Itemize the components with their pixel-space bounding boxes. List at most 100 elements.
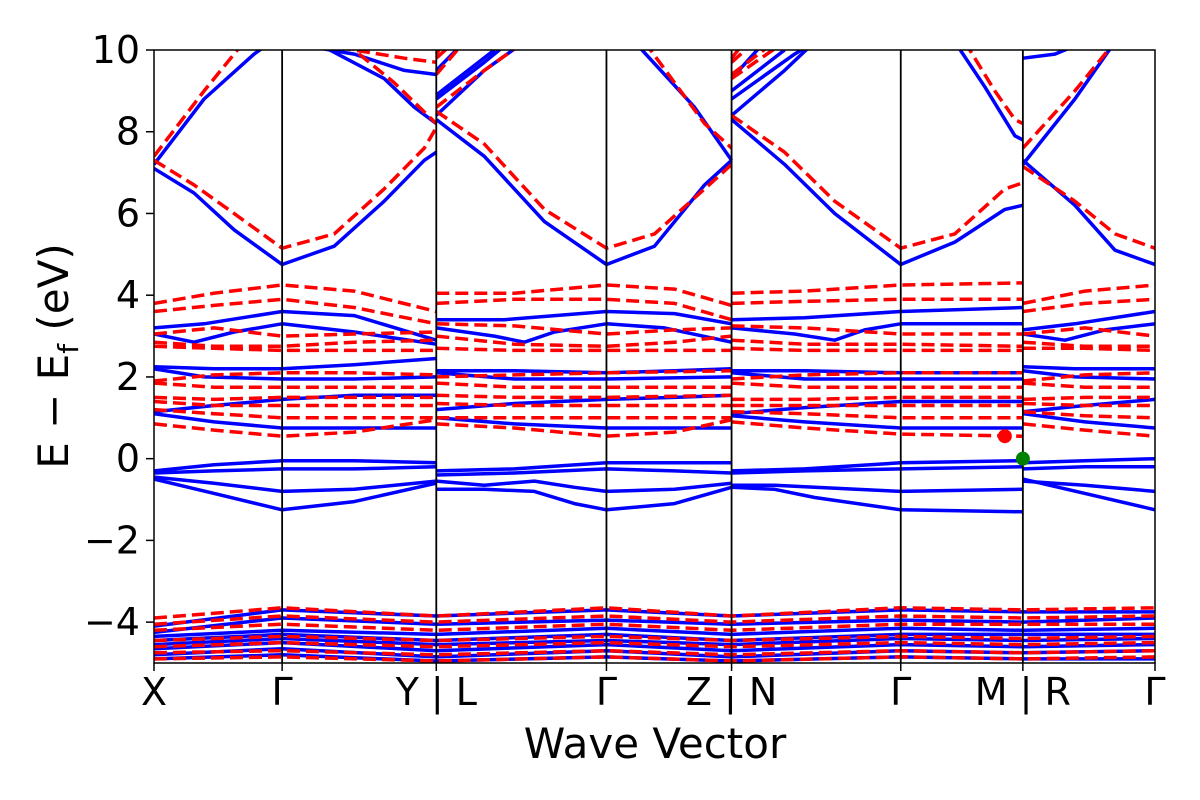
band-line (1022, 371, 1155, 383)
band-line (154, 150, 438, 267)
band-line (730, 50, 741, 60)
band-line (435, 50, 496, 97)
band-line (1022, 422, 1155, 438)
band-line (731, 485, 1023, 514)
band-line (730, 50, 809, 117)
y-tick-label: 4 (116, 273, 140, 317)
x-tick-label: Y | L (395, 670, 477, 715)
x-tick-label: Γ (890, 670, 911, 714)
band-line (154, 283, 437, 314)
band-line (435, 50, 503, 101)
band-line (154, 50, 263, 166)
band-line (1022, 346, 1155, 353)
band-line (154, 381, 437, 389)
band-line (435, 50, 516, 109)
band-line (731, 381, 1023, 389)
band-line (1022, 465, 1155, 471)
bands-layer (154, 50, 1155, 663)
band-line (154, 338, 437, 349)
band-line (154, 126, 438, 250)
band-line (154, 418, 437, 438)
band-line (154, 634, 1155, 643)
band-line (730, 50, 776, 81)
band-line (648, 50, 733, 150)
band-line (1022, 364, 1155, 371)
x-tick-label: X (141, 670, 167, 714)
band-line (436, 485, 733, 512)
band-line (1021, 50, 1111, 150)
band-line (967, 50, 1024, 126)
band-line (731, 324, 1023, 336)
band-line (731, 371, 1023, 381)
band-line (436, 369, 732, 379)
point-marker (1015, 451, 1030, 466)
y-tick-label: 8 (116, 110, 140, 154)
band-line (1022, 297, 1155, 314)
band-line (154, 640, 1155, 649)
y-axis-title-unit: (eV) (29, 243, 78, 344)
band-line (154, 344, 437, 353)
band-line (731, 465, 1023, 475)
x-tick-label: Γ (596, 670, 617, 714)
band-line (154, 411, 437, 430)
band-line (1022, 326, 1155, 338)
band-line (154, 614, 1155, 626)
band-line (731, 414, 1023, 430)
x-axis-title: Wave Vector (524, 719, 787, 768)
band-line (154, 648, 1155, 657)
band-line (1022, 309, 1155, 332)
dividers-layer (281, 50, 1024, 663)
band-line (154, 616, 1155, 635)
band-line (958, 50, 1024, 142)
band-line (730, 50, 805, 101)
band-line (351, 50, 438, 125)
x-tick-label: Z | N (686, 670, 777, 715)
band-line (1022, 411, 1155, 430)
band-line (1022, 456, 1155, 465)
band-line (436, 401, 732, 408)
band-line (731, 409, 1023, 420)
band-line (1022, 50, 1070, 60)
band-line (730, 50, 767, 76)
band-line (436, 334, 732, 349)
y-axis-title: E − Ef (eV) (29, 243, 85, 469)
band-line (154, 297, 437, 326)
band-line (1022, 409, 1155, 420)
band-line (730, 50, 749, 64)
band-line (436, 322, 732, 336)
band-line (1022, 477, 1155, 512)
y-tick-label: −2 (84, 518, 140, 562)
band-line (436, 381, 732, 389)
band-line (154, 626, 1155, 639)
y-tick-label: 0 (116, 437, 140, 481)
band-line (326, 50, 438, 126)
band-line (154, 399, 437, 408)
series-2 (154, 50, 1155, 663)
x-tick-label: Γ (272, 670, 293, 714)
band-line (436, 416, 732, 430)
band-line (731, 297, 1023, 306)
band-line (1022, 381, 1155, 389)
band-line (154, 371, 437, 383)
band-line (436, 297, 733, 322)
band-line (434, 50, 442, 56)
x-axis: X Γ Y | L Γ Z | N Γ M | R Γ (141, 663, 1166, 715)
point-marker (997, 429, 1012, 444)
y-tick-label: 10 (92, 28, 140, 72)
y-axis: 10 8 6 4 2 0 −2 −4 (84, 28, 154, 644)
band-line (730, 50, 786, 93)
band-line (731, 346, 1023, 353)
band-line (319, 50, 437, 77)
band-line (731, 305, 1023, 322)
band-line (436, 393, 732, 400)
band-line (731, 458, 1023, 473)
band-line (731, 338, 1023, 349)
band-line (1022, 340, 1155, 349)
band-line (1021, 165, 1155, 250)
band-line (154, 395, 437, 402)
band-line (434, 50, 460, 76)
band-line (154, 326, 437, 338)
y-axis-title-main: E − E (29, 354, 78, 469)
band-line (154, 636, 1155, 647)
